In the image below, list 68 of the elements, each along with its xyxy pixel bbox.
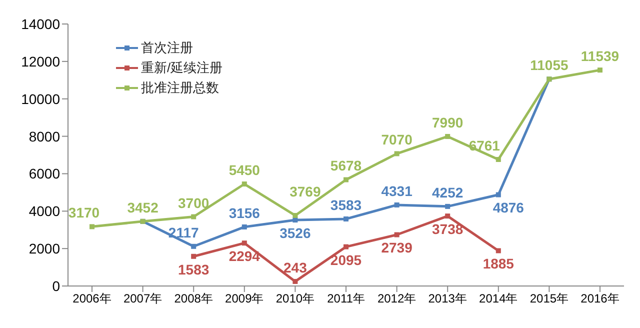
y-tick-label: 8000 (28, 128, 60, 144)
point (344, 244, 348, 250)
point (191, 214, 196, 220)
y-tick-label: 10000 (21, 90, 60, 107)
y-tick-label: 14000 (21, 16, 60, 32)
data-label: 4252 (432, 184, 464, 200)
legend-label: 重新/延续注册 (141, 59, 223, 77)
point (394, 232, 400, 238)
data-label: 243 (284, 259, 308, 276)
point (191, 244, 196, 249)
data-label: 3738 (432, 221, 464, 238)
point (445, 204, 450, 209)
x-tick-label: 2012年 (377, 292, 416, 306)
data-label: 3452 (127, 199, 159, 216)
x-tick-label: 2016年 (580, 292, 620, 306)
data-label: 2739 (381, 240, 413, 256)
legend-label: 首次注册 (141, 39, 193, 57)
y-tick-label: 6000 (28, 166, 60, 182)
point (344, 216, 348, 222)
point (445, 134, 450, 139)
x-tick-label: 2014年 (479, 292, 518, 306)
point (292, 218, 298, 223)
y-tick-label: 0 (52, 278, 60, 294)
point (191, 254, 196, 259)
x-tick-label: 2008年 (174, 292, 213, 306)
x-tick-label: 2011年 (327, 292, 365, 306)
data-label: 3583 (330, 196, 362, 213)
data-label: 4331 (381, 182, 413, 199)
data-label: 3769 (290, 183, 321, 200)
data-label: 1583 (178, 261, 210, 278)
legend-label: 批准注册总数 (141, 79, 219, 97)
x-tick-label: 2013年 (428, 292, 467, 306)
data-label: 3700 (178, 194, 210, 211)
x-tick-label: 2010年 (276, 292, 315, 306)
point (496, 192, 501, 198)
x-tick-label: 2015年 (530, 292, 569, 306)
data-label: 2095 (330, 252, 362, 268)
x-tick-label: 2007年 (123, 292, 162, 306)
data-label: 3526 (280, 225, 311, 242)
data-label: 2294 (228, 248, 260, 264)
data-label: 5678 (330, 158, 362, 174)
y-tick-label: 12000 (21, 53, 60, 70)
data-label: 1885 (482, 256, 514, 272)
data-label: 5450 (228, 162, 260, 178)
x-tick-label: 2009年 (225, 292, 264, 306)
point (344, 177, 348, 182)
point (292, 212, 298, 218)
point (242, 240, 247, 246)
point (394, 202, 400, 208)
data-label: 3170 (68, 204, 100, 221)
point (394, 151, 400, 156)
x-tick-label: 2006年 (72, 292, 112, 306)
point (496, 248, 501, 254)
y-tick-label: 4000 (28, 203, 60, 220)
data-label: 7990 (432, 114, 464, 130)
data-label: 11539 (580, 48, 620, 64)
point (90, 224, 94, 230)
data-label: 4876 (492, 200, 524, 216)
point (598, 68, 602, 73)
point (242, 182, 247, 187)
data-label: 11055 (530, 57, 568, 74)
point (242, 224, 247, 230)
point (496, 156, 501, 162)
data-label: 7070 (381, 132, 413, 148)
y-tick-label: 2000 (28, 240, 60, 257)
data-label: 3156 (228, 204, 260, 221)
point (292, 278, 298, 284)
point (445, 214, 450, 219)
